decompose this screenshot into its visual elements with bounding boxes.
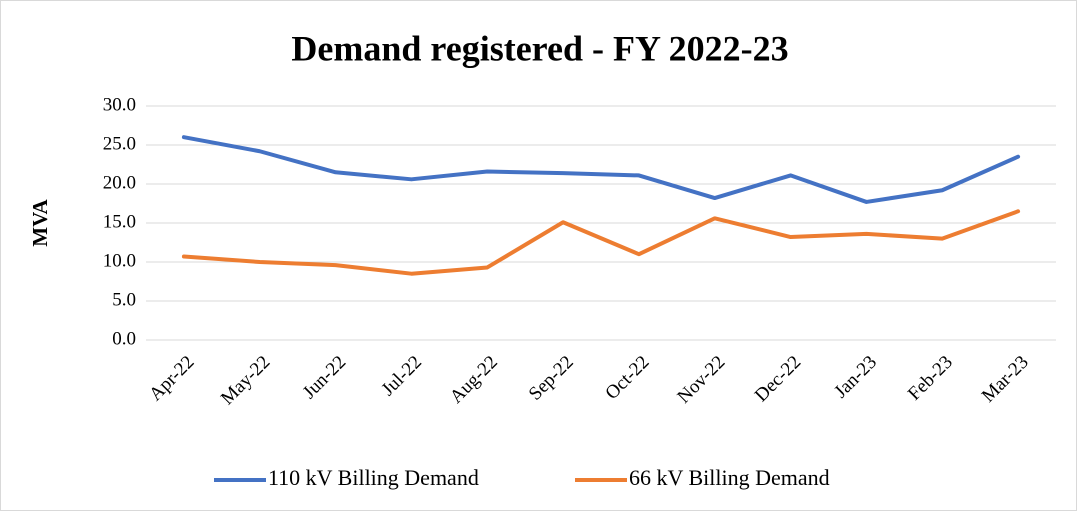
y-tick-label: 25.0 (103, 133, 136, 154)
series-line (181, 209, 1021, 276)
y-tick-label: 10.0 (103, 250, 136, 271)
y-tick-label: 5.0 (112, 289, 136, 310)
y-tick-label: 30.0 (103, 94, 136, 115)
series-line (181, 135, 1021, 204)
legend-label: 110 kV Billing Demand (268, 465, 479, 490)
chart-title: Demand registered - FY 2022-23 (291, 28, 788, 68)
legend-label: 66 kV Billing Demand (629, 465, 830, 490)
y-tick-label: 15.0 (103, 211, 136, 232)
y-tick-label: 0.0 (112, 328, 136, 349)
y-axis-label: MVA (28, 198, 52, 246)
y-tick-label: 20.0 (103, 172, 136, 193)
